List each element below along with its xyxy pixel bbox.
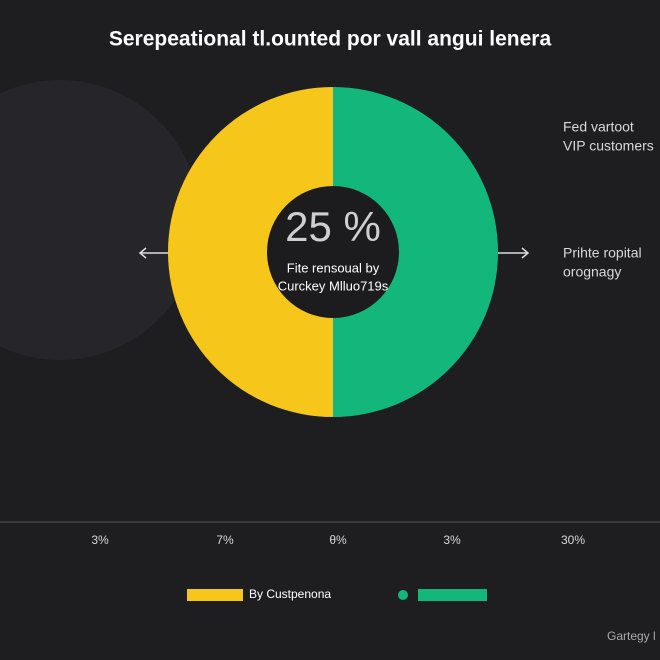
axis-label: 3% bbox=[91, 533, 109, 547]
legend-label: By Custpenona bbox=[249, 587, 331, 601]
annotation: Prihte ropital bbox=[563, 245, 642, 261]
annotation: orognagy bbox=[563, 264, 621, 280]
donut-hole bbox=[267, 186, 399, 318]
footer: Gartegy l bbox=[607, 629, 656, 643]
annotation: VIP customers bbox=[563, 138, 654, 154]
legend-swatch bbox=[187, 589, 243, 601]
pie-slice bbox=[333, 87, 498, 417]
axis-label: 3% bbox=[443, 533, 461, 547]
center-label: 25 % bbox=[285, 203, 381, 250]
axis-label: 30% bbox=[561, 533, 585, 547]
legend-dot bbox=[398, 590, 408, 600]
background-shape bbox=[0, 80, 200, 360]
axis-label: θ% bbox=[329, 533, 347, 547]
center-text: Fite rensoual by bbox=[287, 260, 380, 275]
arrow-head bbox=[138, 247, 147, 259]
axis-label: 7% bbox=[216, 533, 234, 547]
legend-swatch bbox=[418, 589, 487, 601]
center-text: Curckey Mlluo719s bbox=[278, 278, 389, 293]
pie-slice bbox=[168, 87, 333, 417]
arrow-head bbox=[521, 247, 530, 259]
annotation: Fed vartoot bbox=[563, 119, 634, 135]
chart-title: Serepeational tl.ounted por vall angui l… bbox=[109, 28, 552, 51]
